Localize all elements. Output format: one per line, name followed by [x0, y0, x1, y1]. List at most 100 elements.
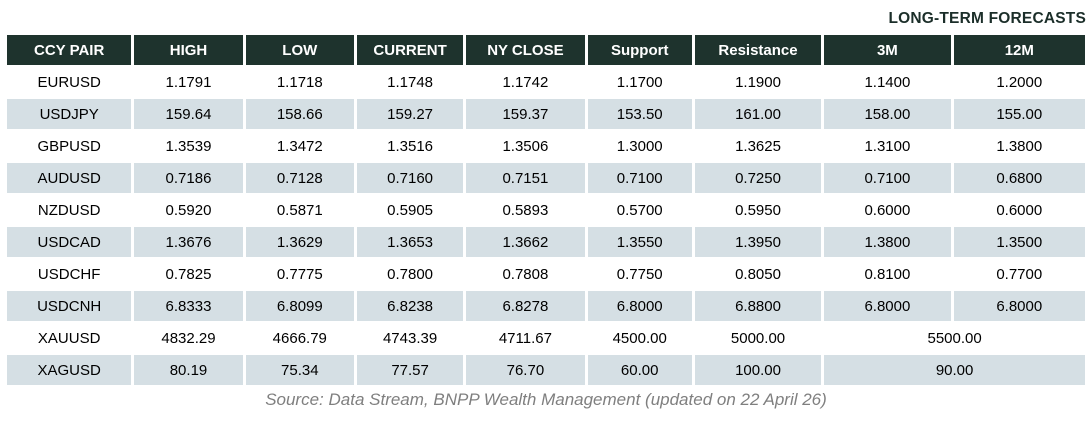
table-row: USDCAD 1.3676 1.3629 1.3653 1.3662 1.3550 1.39… — [7, 227, 1085, 257]
value-cell: 1.3506 — [466, 131, 585, 161]
value-cell: 77.57 — [356, 355, 464, 385]
value-cell: 6.8099 — [245, 291, 354, 321]
value-cell: 0.7100 — [824, 163, 951, 193]
value-cell: 0.8050 — [694, 259, 822, 289]
value-cell: 1.3550 — [587, 227, 692, 257]
value-cell: 0.6800 — [953, 163, 1085, 193]
value-cell: 1.3800 — [824, 227, 951, 257]
value-cell: 0.6000 — [824, 195, 951, 225]
pair-cell: XAUUSD — [7, 323, 132, 353]
value-cell: 159.37 — [466, 99, 585, 129]
value-cell: 0.7800 — [356, 259, 464, 289]
value-cell: 5000.00 — [694, 323, 822, 353]
table-row: NZDUSD 0.5920 0.5871 0.5905 0.5893 0.5700 0.59… — [7, 195, 1085, 225]
value-cell: 6.8000 — [824, 291, 951, 321]
value-cell: 6.8333 — [134, 291, 243, 321]
pair-cell: AUDUSD — [7, 163, 132, 193]
value-cell: 1.3676 — [134, 227, 243, 257]
value-cell: 158.00 — [824, 99, 951, 129]
pair-cell: EURUSD — [7, 67, 132, 97]
pair-cell: USDJPY — [7, 99, 132, 129]
value-cell: 1.1718 — [245, 67, 354, 97]
value-cell: 1.3653 — [356, 227, 464, 257]
value-cell: 1.3539 — [134, 131, 243, 161]
header-3m: 3M — [824, 35, 951, 65]
value-cell: 4500.00 — [587, 323, 692, 353]
value-cell: 6.8278 — [466, 291, 585, 321]
header-ny-close: NY CLOSE — [466, 35, 585, 65]
value-cell: 6.8000 — [587, 291, 692, 321]
value-cell: 0.5920 — [134, 195, 243, 225]
value-cell: 1.2000 — [953, 67, 1085, 97]
table-row: XAGUSD 80.19 75.34 77.57 76.70 60.00 100.00 90.… — [7, 355, 1085, 385]
value-cell: 1.3000 — [587, 131, 692, 161]
value-cell: 158.66 — [245, 99, 354, 129]
value-cell: 0.7128 — [245, 163, 354, 193]
pair-cell: NZDUSD — [7, 195, 132, 225]
header-low: LOW — [245, 35, 354, 65]
header-ccy-pair: CCY PAIR — [7, 35, 132, 65]
header-resistance: Resistance — [694, 35, 822, 65]
value-cell: 161.00 — [694, 99, 822, 129]
pair-cell: USDCNH — [7, 291, 132, 321]
table-row: AUDUSD 0.7186 0.7128 0.7160 0.7151 0.7100 0.72… — [7, 163, 1085, 193]
pair-cell: USDCAD — [7, 227, 132, 257]
value-cell: 0.7250 — [694, 163, 822, 193]
table-row: USDCNH 6.8333 6.8099 6.8238 6.8278 6.8000 6.88… — [7, 291, 1085, 321]
table-row: USDCHF 0.7825 0.7775 0.7800 0.7808 0.7750 0.80… — [7, 259, 1085, 289]
value-cell: 4743.39 — [356, 323, 464, 353]
page-title: LONG-TERM FORECASTS — [888, 10, 1086, 27]
value-cell: 1.3100 — [824, 131, 951, 161]
value-cell: 100.00 — [694, 355, 822, 385]
value-cell: 4832.29 — [134, 323, 243, 353]
value-cell: 0.7775 — [245, 259, 354, 289]
header-support: Support — [587, 35, 692, 65]
value-cell: 153.50 — [587, 99, 692, 129]
value-cell: 0.8100 — [824, 259, 951, 289]
value-cell: 1.1900 — [694, 67, 822, 97]
merged-forecast-cell: 90.00 — [824, 355, 1085, 385]
table-row: XAUUSD 4832.29 4666.79 4743.39 4711.67 4500.0… — [7, 323, 1085, 353]
value-cell: 0.7151 — [466, 163, 585, 193]
header-current: CURRENT — [356, 35, 464, 65]
table-header: CCY PAIR HIGH LOW CURRENT NY CLOSE Suppo… — [7, 35, 1085, 65]
value-cell: 0.7700 — [953, 259, 1085, 289]
value-cell: 155.00 — [953, 99, 1085, 129]
value-cell: 0.7160 — [356, 163, 464, 193]
value-cell: 4711.67 — [466, 323, 585, 353]
pair-cell: GBPUSD — [7, 131, 132, 161]
value-cell: 0.5905 — [356, 195, 464, 225]
value-cell: 6.8800 — [694, 291, 822, 321]
header-high: HIGH — [134, 35, 243, 65]
value-cell: 1.3950 — [694, 227, 822, 257]
value-cell: 80.19 — [134, 355, 243, 385]
value-cell: 0.6000 — [953, 195, 1085, 225]
value-cell: 1.1700 — [587, 67, 692, 97]
value-cell: 0.7186 — [134, 163, 243, 193]
pair-cell: USDCHF — [7, 259, 132, 289]
value-cell: 60.00 — [587, 355, 692, 385]
value-cell: 6.8238 — [356, 291, 464, 321]
value-cell: 0.7825 — [134, 259, 243, 289]
table-body: EURUSD 1.1791 1.1718 1.1748 1.1742 1.1700 1.19… — [7, 67, 1085, 385]
value-cell: 1.1400 — [824, 67, 951, 97]
value-cell: 76.70 — [466, 355, 585, 385]
value-cell: 1.3800 — [953, 131, 1085, 161]
value-cell: 0.5893 — [466, 195, 585, 225]
value-cell: 1.3516 — [356, 131, 464, 161]
value-cell: 4666.79 — [245, 323, 354, 353]
value-cell: 6.8000 — [953, 291, 1085, 321]
value-cell: 75.34 — [245, 355, 354, 385]
value-cell: 1.3625 — [694, 131, 822, 161]
table-row: GBPUSD 1.3539 1.3472 1.3516 1.3506 1.3000 1.36… — [7, 131, 1085, 161]
value-cell: 159.27 — [356, 99, 464, 129]
value-cell: 1.3629 — [245, 227, 354, 257]
table-row: USDJPY 159.64 158.66 159.27 159.37 153.50 161.… — [7, 99, 1085, 129]
value-cell: 1.1748 — [356, 67, 464, 97]
value-cell: 1.3472 — [245, 131, 354, 161]
source-note: Source: Data Stream, BNPP Wealth Managem… — [265, 390, 827, 409]
value-cell: 0.5871 — [245, 195, 354, 225]
merged-forecast-cell: 5500.00 — [824, 323, 1085, 353]
value-cell: 0.5950 — [694, 195, 822, 225]
table-row: EURUSD 1.1791 1.1718 1.1748 1.1742 1.1700 1.19… — [7, 67, 1085, 97]
